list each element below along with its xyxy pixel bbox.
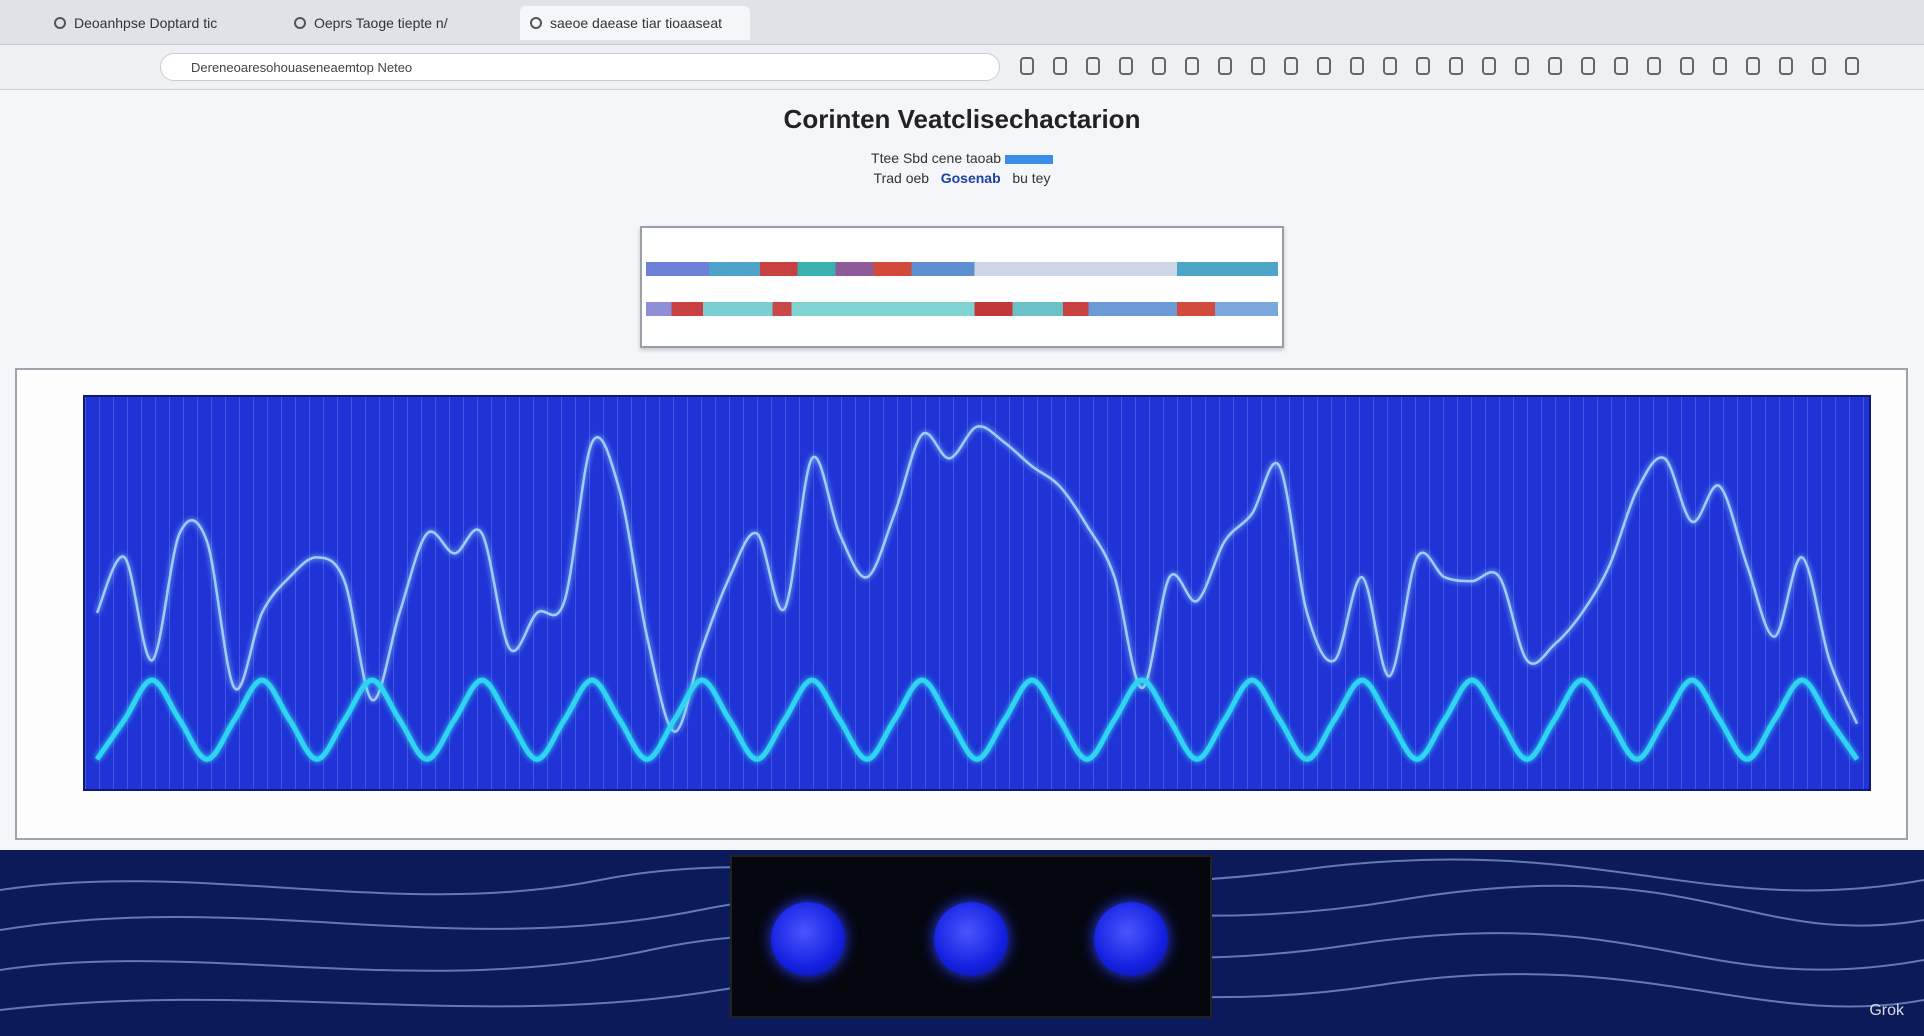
- subtitle-text: Ttee Sbd cene taoab: [871, 150, 1002, 166]
- toolbar-icon[interactable]: [1086, 57, 1100, 75]
- subtitle-text: Trad oeb: [873, 170, 930, 186]
- subtitle: Trad oeb Gosenab bu tey: [0, 170, 1924, 186]
- subtitle-text: Gosenab: [940, 170, 1001, 186]
- toolbar-icon[interactable]: [1350, 57, 1364, 75]
- address-bar: Dereneoaresohouaseneaemtop Neteo: [0, 45, 1924, 90]
- toolbar-icon[interactable]: [1647, 57, 1661, 75]
- toolbar-icon[interactable]: [1053, 57, 1067, 75]
- toolbar-icon[interactable]: [1020, 57, 1034, 75]
- toolbar-icon[interactable]: [1845, 57, 1859, 75]
- data-line: [94, 677, 1860, 762]
- knob[interactable]: [1094, 902, 1168, 976]
- control-panel: [730, 855, 1212, 1018]
- tab-bar: Deoanhpse Doptard tic Oeprs Taoge tiepte…: [0, 0, 1924, 45]
- data-line: [95, 425, 1859, 733]
- page-title: Corinten Veatclisechactarion: [783, 104, 1141, 134]
- toolbar-icon[interactable]: [1218, 57, 1232, 75]
- toolbar-icon[interactable]: [1746, 57, 1760, 75]
- toolbar-icon[interactable]: [1416, 57, 1430, 75]
- toolbar-icon[interactable]: [1548, 57, 1562, 75]
- toolbar-icon[interactable]: [1185, 57, 1199, 75]
- toolbar-icon[interactable]: [1383, 57, 1397, 75]
- toolbar-icon[interactable]: [1581, 57, 1595, 75]
- url-field[interactable]: Dereneoaresohouaseneaemtop Neteo: [160, 53, 1000, 81]
- toolbar-icon[interactable]: [1680, 57, 1694, 75]
- knob[interactable]: [771, 902, 845, 976]
- color-strip-box: [640, 226, 1284, 348]
- toolbar-icon[interactable]: [1251, 57, 1265, 75]
- tab[interactable]: saeoe daease tiar tioaaseat: [520, 6, 750, 40]
- subtitle-text: bu tey: [1012, 170, 1051, 186]
- toolbar-icon[interactable]: [1812, 57, 1826, 75]
- knob[interactable]: [934, 902, 1008, 976]
- toolbar-icon[interactable]: [1614, 57, 1628, 75]
- color-strip: [646, 302, 1278, 316]
- plot-area: [83, 395, 1871, 791]
- toolbar-icon[interactable]: [1515, 57, 1529, 75]
- tab[interactable]: Oeprs Taoge tiepte n/: [284, 6, 520, 40]
- toolbar-icon[interactable]: [1713, 57, 1727, 75]
- swatch: [1004, 154, 1053, 164]
- toolbar-icon[interactable]: [1317, 57, 1331, 75]
- color-strip: [646, 262, 1278, 276]
- chart: [94, 425, 1860, 762]
- subtitle: Ttee Sbd cene taoab: [0, 150, 1924, 166]
- toolbar-icon[interactable]: [1482, 57, 1496, 75]
- toolbar-icon[interactable]: [1119, 57, 1133, 75]
- toolbar-icon[interactable]: [1779, 57, 1793, 75]
- toolbar-icon[interactable]: [1152, 57, 1166, 75]
- tab[interactable]: Deoanhpse Doptard tic: [44, 6, 284, 40]
- toolbar-icon[interactable]: [1449, 57, 1463, 75]
- toolbar-icon[interactable]: [1284, 57, 1298, 75]
- watermark: Grok: [1869, 1002, 1904, 1019]
